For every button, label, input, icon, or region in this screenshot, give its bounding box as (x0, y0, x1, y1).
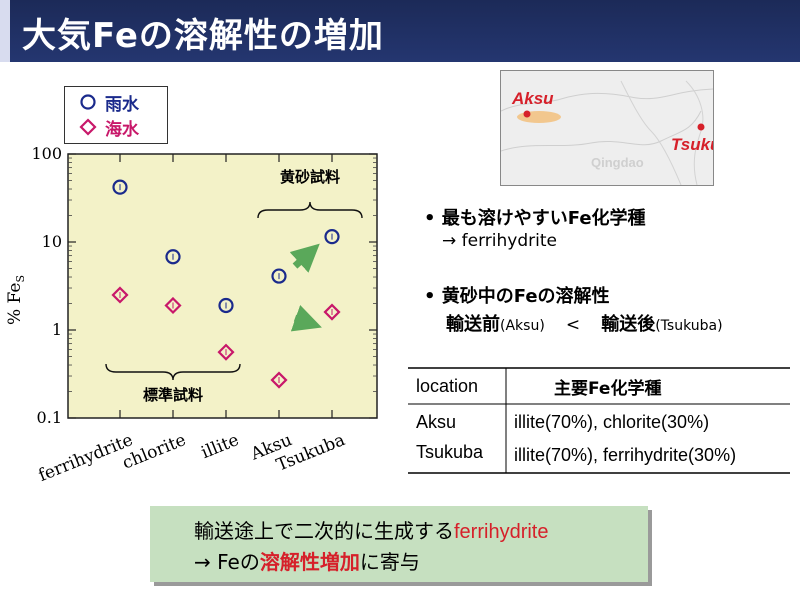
bullet-1: • 最も溶けやすいFe化学種 (424, 204, 646, 230)
after-transport: 輸送後 (601, 314, 656, 335)
point-seawater-Tsukuba (323, 303, 341, 321)
less-than-sign: < (565, 315, 581, 335)
summary-line-2-text-c: に寄与 (359, 550, 420, 574)
point-rainwater-ferrihydrite (112, 179, 128, 195)
table-cell-tsukuba-species: illite(70%), ferrihydrite(30%) (514, 445, 737, 465)
bullet-dot: • (424, 208, 442, 229)
location-map: Aksu Tsukuba Qingdao (500, 70, 714, 186)
y-tick-label: 10 (42, 232, 62, 251)
annotation-brace (257, 201, 363, 219)
species-table: location 主要Fe化学種 Aksu illite(70%), chlor… (408, 366, 790, 476)
point-seawater-ferrihydrite (111, 286, 129, 304)
point-seawater-illite (217, 343, 235, 361)
point-rainwater-Aksu (271, 268, 287, 284)
table-cell-aksu-species: illite(70%), chlorite(30%) (514, 412, 710, 432)
summary-line-1-text: 輸送途上で二次的に生成する (194, 519, 454, 543)
map-label-tsukuba: Tsukuba (671, 135, 713, 154)
slide-title: 大気Feの溶解性の増加 (22, 16, 384, 56)
summary-box: 輸送途上で二次的に生成するferrihydrite → Feの溶解性増加に寄与 (150, 506, 648, 582)
bullet-1-sub: → ferrihydrite (442, 231, 557, 251)
plot-area (67, 153, 378, 419)
summary-line-2-text-a: → Feの (194, 550, 260, 574)
x-tick-label: illite (199, 430, 242, 463)
table-lines (408, 367, 790, 474)
bullet-2-text: 黄砂中のFeの溶解性 (441, 286, 610, 307)
point-rainwater-illite (218, 297, 234, 314)
map-label-qingdao: Qingdao (591, 155, 644, 170)
circle-marker-icon (80, 94, 96, 110)
table-cell-tsukuba: Tsukuba (416, 442, 484, 462)
legend-label-seawater: 海水 (105, 119, 139, 140)
table-cell-aksu: Aksu (416, 412, 457, 432)
summary-ferrihydrite: ferrihydrite (454, 521, 549, 543)
trend-arrow-rainwater (289, 243, 320, 273)
title-accent-stripe (0, 0, 10, 62)
bullet-1-text: 最も溶けやすいFe化学種 (441, 208, 646, 229)
point-seawater-chlorite (164, 296, 182, 315)
legend-item-seawater: 海水 (79, 115, 139, 140)
annotation-brace (105, 363, 241, 381)
summary-line-2: → Feの溶解性増加に寄与 (194, 546, 420, 575)
after-site: (Tsukuba) (655, 318, 723, 334)
bullet-2-sub: 輸送前(Aksu) < 輸送後(Tsukuba) (446, 310, 723, 336)
legend-item-rainwater: 雨水 (79, 90, 139, 115)
diamond-marker-icon (79, 118, 97, 136)
before-site: (Aksu) (500, 318, 545, 334)
summary-solubility-increase: 溶解性増加 (259, 550, 360, 574)
title-bar: 大気Feの溶解性の増加 (0, 0, 800, 62)
trend-arrow-seawater (290, 305, 322, 332)
table-header-location: location (416, 376, 479, 396)
map-marker-tsukuba (697, 123, 705, 131)
bullet-2: • 黄砂中のFeの溶解性 (424, 282, 610, 308)
point-rainwater-chlorite (165, 249, 181, 265)
before-transport: 輸送前 (446, 314, 500, 335)
summary-line-1: 輸送途上で二次的に生成するferrihydrite (194, 515, 548, 544)
annotation-label: 標準試料 (143, 386, 203, 404)
point-rainwater-Tsukuba (324, 229, 340, 245)
chart-legend: 雨水 海水 (64, 86, 168, 144)
map-marker-aksu (523, 110, 531, 118)
bullet-dot: • (424, 286, 442, 307)
y-tick-label: 100 (31, 144, 62, 163)
y-tick-label: 0.1 (37, 408, 62, 427)
annotation-label: 黄砂試料 (280, 168, 340, 186)
y-tick-label: 1 (52, 320, 62, 339)
legend-label-rainwater: 雨水 (105, 94, 139, 115)
map-outline-image (501, 80, 713, 185)
point-seawater-Aksu (270, 371, 288, 389)
table-header-species: 主要Fe化学種 (554, 379, 662, 399)
y-axis-label: % FeS (5, 275, 27, 325)
map-label-aksu: Aksu (512, 89, 554, 108)
